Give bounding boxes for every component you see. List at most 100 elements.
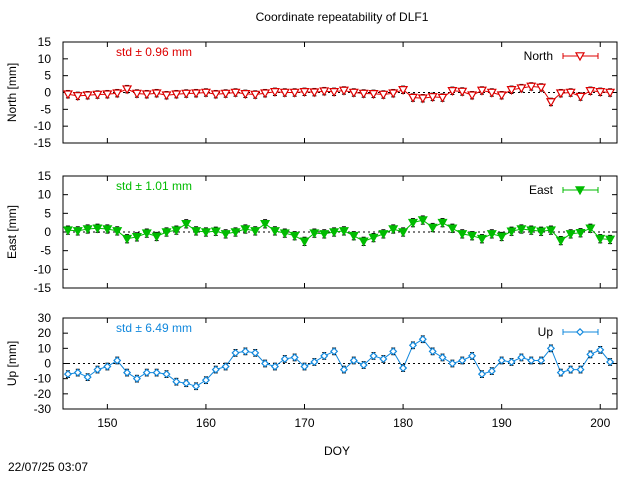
data-point	[378, 90, 389, 100]
data-point	[299, 237, 310, 247]
data-point	[200, 88, 211, 98]
data-point	[349, 356, 358, 365]
data-point	[192, 382, 201, 391]
legend-marker	[574, 52, 586, 62]
data-point	[339, 365, 348, 374]
data-point	[368, 233, 379, 243]
data-point	[320, 351, 329, 360]
data-point	[112, 89, 123, 99]
data-point	[280, 354, 289, 363]
data-point	[309, 88, 320, 98]
data-point	[606, 357, 615, 367]
data-point	[72, 227, 83, 237]
data-point	[555, 236, 566, 246]
data-point	[152, 368, 161, 377]
data-point	[596, 345, 605, 354]
y-tick-label: -15	[34, 281, 52, 295]
panel-east: -15 -10 -5 0 5 10 15 East [mm] std ± 1.01 mm East	[5, 169, 618, 295]
data-point	[398, 86, 409, 96]
y-tick-label: 15	[38, 35, 52, 49]
data-point	[240, 90, 251, 100]
data-point	[586, 350, 595, 359]
y-tick-label: 0	[44, 86, 51, 100]
data-point	[211, 365, 220, 374]
x-tick-label: 190	[492, 416, 512, 430]
std-annotation: std ± 6.49 mm	[116, 321, 192, 335]
data-point	[210, 227, 221, 237]
y-tick-label: 30	[38, 311, 52, 325]
data-point	[329, 88, 340, 98]
legend: North	[524, 49, 599, 63]
data-point	[605, 88, 616, 98]
y-tick-label: -5	[40, 244, 51, 258]
x-axis-label: DOY	[324, 444, 350, 458]
y-axis-label: Up [mm]	[5, 341, 19, 386]
data-point	[545, 98, 556, 108]
y-tick-label: -10	[34, 262, 52, 276]
data-point	[605, 235, 616, 245]
data-point	[468, 351, 477, 360]
data-point	[476, 86, 487, 96]
data-point	[545, 226, 556, 236]
data-point	[329, 228, 340, 238]
data-point	[310, 357, 319, 367]
data-point	[595, 88, 606, 98]
data-point	[348, 88, 359, 98]
data-point	[290, 353, 299, 362]
data-point	[427, 223, 438, 233]
data-point	[555, 89, 566, 99]
data-point	[556, 368, 565, 377]
data-point	[585, 87, 596, 97]
data-point	[338, 227, 349, 237]
data-point	[536, 83, 547, 93]
data-point	[457, 87, 468, 97]
data-point	[102, 225, 113, 235]
data-point	[103, 362, 112, 371]
data-point	[122, 85, 133, 95]
data-point	[289, 88, 300, 98]
data-point	[182, 379, 191, 388]
data-point	[418, 335, 427, 344]
y-tick-label: -5	[40, 102, 51, 116]
legend-label: East	[529, 183, 554, 197]
data-point	[289, 231, 300, 241]
data-point	[230, 88, 241, 98]
y-tick-label: 10	[38, 188, 52, 202]
std-annotation: std ± 1.01 mm	[116, 179, 192, 193]
data-point	[250, 227, 261, 237]
legend-label: North	[524, 49, 553, 63]
data-point	[122, 234, 133, 244]
panel-north: -15 -10 -5 0 5 10 15 North [mm] std ± 0.96 mm Nor…	[5, 35, 618, 150]
data-point	[319, 230, 330, 240]
data-point	[497, 356, 506, 365]
data-point	[457, 230, 468, 240]
data-point	[437, 93, 448, 103]
data-point	[82, 225, 93, 235]
data-point	[427, 93, 438, 103]
data-point	[63, 370, 72, 379]
data-point	[220, 89, 231, 99]
data-point	[595, 234, 606, 244]
data-point	[575, 92, 586, 102]
data-point	[407, 93, 418, 103]
data-point	[437, 218, 448, 228]
data-point	[566, 365, 575, 374]
data-point	[536, 227, 547, 237]
data-point	[161, 228, 172, 238]
data-point	[151, 89, 162, 99]
data-point	[62, 226, 73, 236]
data-point	[576, 365, 585, 374]
data-point	[172, 377, 181, 386]
data-point	[200, 228, 211, 238]
y-tick-label: 10	[38, 52, 52, 66]
y-tick-label: 0	[44, 225, 51, 239]
legend-marker	[574, 186, 586, 196]
data-point	[210, 90, 221, 100]
data-point	[527, 356, 536, 365]
data-point	[408, 341, 417, 350]
data-point	[279, 88, 290, 98]
legend: East	[529, 183, 599, 197]
data-point	[241, 347, 250, 356]
